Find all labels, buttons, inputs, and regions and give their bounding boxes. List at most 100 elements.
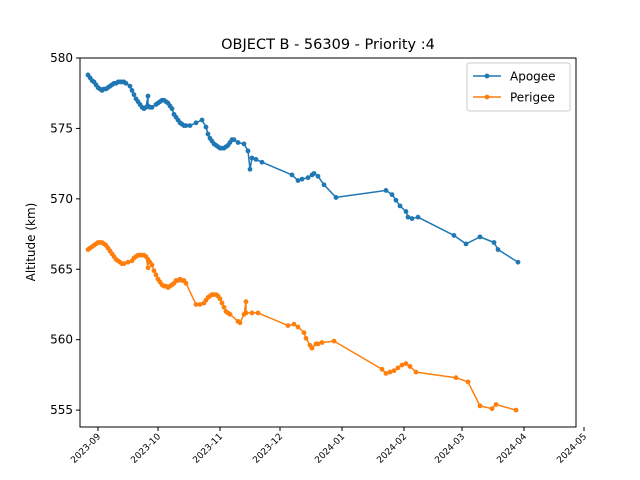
apogee-point	[295, 178, 301, 183]
perigee-point	[193, 302, 199, 307]
perigee-point	[227, 311, 233, 317]
series-layer	[85, 72, 521, 413]
perigee-point	[407, 364, 413, 369]
perigee-point	[387, 369, 393, 375]
x-tick-label: 2024-01	[313, 432, 347, 466]
apogee-point	[123, 80, 129, 86]
y-tick-label: 575	[50, 121, 73, 135]
apogee-point	[305, 175, 311, 181]
perigee-point	[255, 310, 261, 316]
apogee-point	[333, 195, 339, 200]
apogee-point	[249, 155, 255, 161]
apogee-point	[463, 241, 469, 247]
perigee-point	[285, 323, 291, 328]
apogee-point	[393, 197, 399, 203]
perigee-line	[87, 241, 517, 411]
perigee-point	[315, 341, 321, 347]
perigee-point	[383, 371, 389, 376]
apogee-point	[405, 214, 411, 220]
legend-swatch-marker	[484, 94, 490, 100]
perigee-point	[395, 365, 401, 371]
apogee-point	[149, 104, 155, 110]
perigee-point	[295, 324, 301, 330]
perigee-point	[153, 272, 159, 278]
perigee-point	[145, 265, 151, 271]
y-tick-label: 580	[50, 51, 73, 65]
apogee-point	[397, 203, 403, 209]
y-axis: 555 560 565 570 575 580	[50, 51, 80, 417]
perigee-point	[319, 340, 325, 345]
perigee-point	[291, 321, 297, 327]
perigee-point	[121, 261, 127, 267]
perigee-point	[219, 300, 225, 306]
perigee-point	[183, 280, 189, 286]
y-tick-label: 555	[50, 403, 73, 417]
perigee-point	[391, 368, 397, 374]
apogee-point	[199, 117, 205, 123]
legend-label: Perigee	[510, 91, 555, 105]
apogee-point	[289, 172, 295, 178]
perigee-point	[151, 268, 157, 274]
x-tick-label: 2023-09	[69, 432, 103, 466]
perigee-point	[493, 402, 499, 407]
perigee-point	[453, 375, 459, 381]
apogee-point	[253, 157, 259, 162]
apogee-point	[129, 87, 135, 93]
apogee-point	[247, 166, 253, 172]
apogee-point	[403, 209, 409, 214]
perigee-point	[399, 362, 405, 368]
apogee-point	[515, 259, 521, 265]
perigee-point	[465, 379, 471, 385]
apogee-point	[145, 93, 151, 99]
apogee-point	[241, 141, 247, 147]
x-tick-label: 2023-11	[191, 432, 225, 466]
y-tick-label: 560	[50, 333, 73, 347]
perigee-point	[221, 304, 227, 310]
x-tick-label: 2023-12	[251, 432, 285, 466]
apogee-point	[127, 83, 133, 89]
apogee-point	[205, 131, 211, 137]
perigee-point	[513, 407, 519, 413]
apogee-point	[477, 234, 483, 240]
apogee-point	[451, 233, 457, 238]
apogee-point	[321, 182, 327, 188]
perigee-point	[197, 302, 203, 307]
perigee-point	[331, 338, 337, 344]
legend-item-perigee: Perigee	[473, 91, 555, 105]
apogee-series	[85, 72, 521, 265]
perigee-point	[243, 299, 249, 305]
plot-frame	[79, 57, 577, 428]
apogee-point	[259, 159, 265, 165]
perigee-series	[85, 240, 519, 413]
chart-title: OBJECT B - 56309 - Priority :4	[221, 37, 435, 53]
perigee-point	[249, 310, 255, 316]
apogee-point	[315, 173, 321, 179]
apogee-point	[311, 171, 317, 176]
apogee-point	[415, 214, 421, 220]
perigee-point	[379, 366, 385, 372]
apogee-point	[235, 140, 241, 145]
x-tick-label: 2024-02	[375, 432, 409, 466]
apogee-point	[203, 124, 209, 130]
perigee-point	[217, 296, 223, 302]
apogee-point	[169, 106, 175, 112]
apogee-point	[131, 92, 137, 98]
legend-swatch-marker	[484, 73, 490, 79]
y-axis-label: Altitude (km)	[24, 203, 38, 282]
perigee-point	[477, 403, 483, 409]
legend: Apogee Perigee	[466, 62, 571, 112]
apogee-point	[409, 216, 415, 221]
x-tick-label: 2024-03	[433, 432, 467, 466]
apogee-point	[193, 120, 199, 126]
perigee-point	[149, 262, 155, 268]
apogee-point	[495, 247, 501, 252]
apogee-point	[299, 176, 305, 182]
perigee-point	[237, 320, 243, 326]
apogee-point	[231, 137, 237, 143]
apogee-point	[383, 187, 389, 193]
x-tick-label: 2023-10	[129, 432, 163, 466]
legend-label: Apogee	[510, 70, 556, 84]
x-tick-label: 2024-04	[495, 432, 529, 466]
apogee-point	[183, 123, 189, 128]
